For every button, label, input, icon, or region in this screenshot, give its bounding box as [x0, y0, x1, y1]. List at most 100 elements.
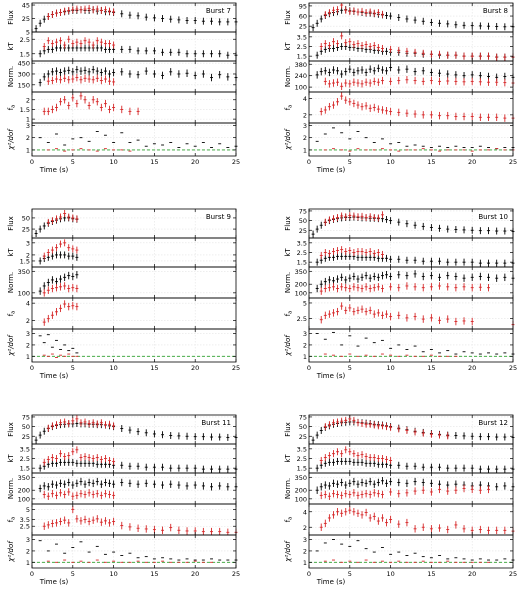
data-point — [87, 68, 91, 76]
data-point — [46, 37, 50, 45]
data-point — [385, 67, 388, 75]
data-point — [201, 50, 205, 58]
data-point — [340, 450, 344, 458]
data-point — [446, 20, 450, 28]
data-point — [71, 245, 75, 253]
data-point — [368, 274, 372, 282]
data-point — [55, 421, 58, 429]
y-tick-label: 5 — [26, 506, 30, 514]
data-point — [177, 526, 181, 535]
y-axis-label: fa — [284, 311, 294, 317]
data-point — [454, 464, 458, 472]
data-point — [144, 47, 148, 55]
data-point — [95, 74, 99, 83]
data-point — [421, 67, 425, 75]
data-point — [429, 430, 433, 438]
data-point — [380, 311, 384, 320]
data-point — [95, 44, 99, 52]
data-point — [413, 16, 417, 24]
y-axis-label: kT — [7, 454, 15, 463]
data-point — [380, 211, 384, 219]
data-point — [83, 490, 87, 499]
data-point — [495, 23, 499, 30]
y-axis-label: χ²/dof — [7, 334, 15, 357]
data-point — [67, 458, 71, 466]
burst-chart-1: 52545Flux1.52.5kT150300450Norm.11.52fa12… — [7, 2, 240, 174]
data-point — [323, 11, 327, 19]
data-point — [218, 527, 222, 535]
data-point — [75, 459, 79, 467]
data-point — [405, 426, 409, 434]
panel-2: 1.5 2.5 3.5 kT — [284, 443, 515, 474]
data-point — [55, 9, 58, 17]
data-point — [50, 246, 54, 254]
data-point — [108, 519, 111, 527]
data-point — [311, 230, 315, 238]
data-point — [348, 7, 352, 15]
data-point — [67, 452, 71, 460]
data-point — [348, 38, 352, 46]
data-point — [332, 248, 335, 256]
data-point — [405, 65, 409, 73]
series-model-2 — [323, 3, 384, 19]
x-tick-label: 20 — [191, 570, 199, 578]
data-point — [344, 481, 348, 489]
data-point — [210, 73, 213, 82]
data-point — [161, 481, 165, 489]
data-point — [323, 106, 327, 114]
data-point — [340, 302, 344, 310]
data-point — [478, 272, 482, 281]
data-point — [429, 111, 433, 119]
data-point — [87, 454, 91, 462]
data-point — [91, 76, 95, 84]
data-point — [323, 254, 327, 262]
data-point — [364, 214, 368, 221]
burst-chart-3: 2550Flux1.523kT100350Norm.24fa123χ²/dof0… — [7, 208, 240, 380]
data-point — [487, 485, 490, 494]
data-point — [340, 43, 344, 50]
data-point — [185, 50, 189, 58]
data-point — [352, 416, 356, 424]
data-point — [83, 418, 87, 426]
data-point — [144, 429, 148, 437]
data-point — [46, 278, 50, 287]
y-tick-label: 2 — [26, 251, 30, 259]
data-point — [34, 230, 38, 238]
data-point — [59, 479, 63, 488]
data-point — [128, 70, 132, 78]
y-tick-label: 1 — [303, 559, 307, 567]
y-tick-label: 200 — [295, 487, 307, 495]
data-point — [454, 112, 458, 121]
series-model-1 — [315, 477, 515, 494]
data-point — [356, 480, 360, 488]
data-point — [360, 273, 364, 282]
series-model-2 — [46, 148, 132, 152]
y-tick-label: 25 — [299, 23, 307, 31]
data-point — [389, 217, 393, 225]
data-point — [46, 424, 50, 432]
data-point — [75, 215, 79, 223]
data-point — [397, 255, 401, 263]
data-point — [71, 481, 75, 489]
data-point — [495, 526, 499, 535]
data-point — [91, 419, 95, 427]
data-point — [226, 18, 230, 26]
data-point — [108, 105, 111, 114]
data-point — [340, 273, 344, 282]
data-point — [226, 51, 230, 59]
data-point — [372, 489, 376, 497]
series-model-1 — [315, 457, 515, 473]
data-point — [413, 477, 417, 486]
x-tick-label: 10 — [109, 570, 117, 578]
data-point — [348, 274, 352, 282]
y-tick-label: 1 — [26, 353, 30, 361]
data-point — [67, 66, 71, 75]
data-point — [50, 217, 54, 225]
x-tick-label: 0 — [307, 158, 311, 166]
data-point — [323, 519, 327, 528]
series-model-2 — [46, 415, 116, 432]
data-point — [376, 517, 380, 525]
y-tick-label: 50 — [22, 214, 30, 222]
y-axis-label: kT — [284, 248, 292, 257]
